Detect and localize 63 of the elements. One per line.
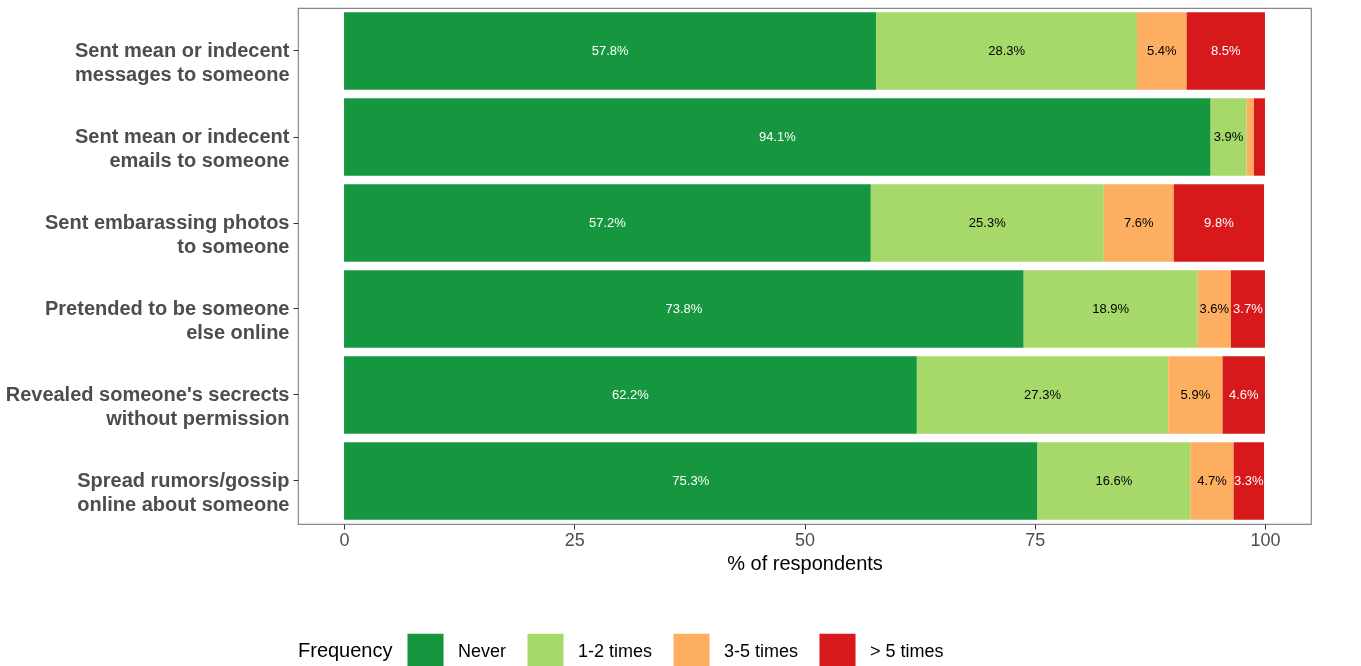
legend-label: 3-5 times [724,640,799,661]
data-label: 3.6% [1199,301,1230,316]
data-label: 3.3% [1234,473,1265,488]
bar [344,356,917,434]
data-label: 7.6% [1123,215,1155,230]
bar [344,98,1211,176]
bar [876,12,1137,90]
x-tick-label: 25 [564,529,585,550]
y-tick-label: Sent mean or indecent messages to someone [74,39,290,85]
bar [1173,184,1265,262]
data-label: 94.1% [758,129,797,144]
bar [870,184,1104,262]
bar [1222,356,1265,434]
bar [1246,98,1254,176]
data-label: 4.7% [1197,473,1228,488]
bar [1190,442,1234,520]
y-tick-label: Sent mean or indecent emails to someone [75,125,290,171]
bar [1233,442,1265,520]
data-label: 3.9% [1213,129,1244,144]
bar [344,270,1024,348]
data-label: 57.2% [588,215,627,230]
data-label: 9.8% [1204,215,1235,230]
data-label: 18.9% [1092,301,1130,316]
data-label: 8.5% [1211,43,1242,58]
bar [344,12,877,90]
bar [1210,98,1247,176]
bar [1168,356,1223,434]
data-label: 28.3% [988,43,1026,58]
x-tick-label: 50 [794,529,816,550]
bar [344,184,871,262]
y-tick-label: Spread rumors/gossip online about someone [77,469,290,515]
data-label: 73.8% [665,301,703,316]
x-axis-title: % of respondents [727,551,883,574]
bar [916,356,1169,434]
x-tick-label: 75 [1025,529,1046,550]
x-tick-label: 0 [339,529,350,550]
bar [344,442,1038,520]
data-label: 62.2% [612,387,650,402]
data-label: 5.9% [1180,387,1211,402]
data-label: 3.7% [1233,301,1264,316]
data-label: 27.3% [1024,387,1062,402]
bar [1230,270,1265,348]
data-label: 25.3% [968,215,1007,230]
legend-label: > 5 times [870,640,944,661]
legend-label: 1-2 times [578,640,653,661]
bar [1253,98,1265,176]
legend-label: Never [458,640,507,661]
data-label: 75.3% [672,473,710,488]
bar [1197,270,1231,348]
legend-title: Frequency [298,639,393,661]
x-tick-label: 100 [1250,529,1281,550]
y-tick-label: Sent embarassing photos to someone [45,211,290,257]
bar [1037,442,1191,520]
y-tick-label: Revealed someone's secrects without permission [5,383,290,429]
bar [1186,12,1265,90]
bar [1023,270,1198,348]
data-label: 4.6% [1228,387,1260,402]
data-label: 16.6% [1095,473,1133,488]
data-label: 57.8% [591,43,630,58]
bar [1103,184,1174,262]
y-tick-label: Pretended to be someone else online [45,297,290,343]
data-label: 5.4% [1146,43,1178,58]
bar [1136,12,1187,90]
